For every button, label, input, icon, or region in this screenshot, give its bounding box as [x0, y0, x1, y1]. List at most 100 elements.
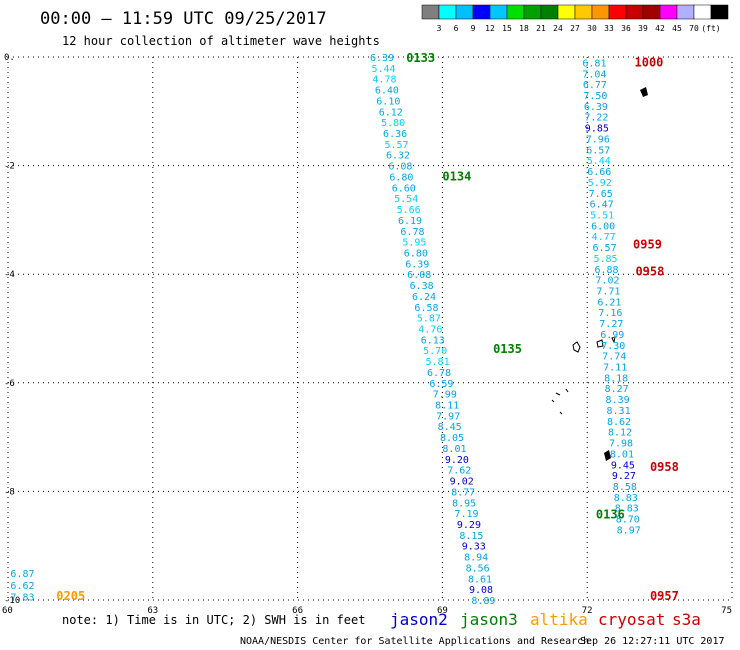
swh-value: 6.00 [591, 221, 615, 232]
swh-value: 5.80 [381, 118, 405, 129]
swh-value: 6.39 [584, 102, 608, 113]
x-tick-label: 75 [721, 606, 732, 616]
swh-value: 8.94 [464, 553, 488, 564]
swh-value: 8.58 [613, 482, 637, 493]
swh-value: 6.58 [414, 303, 438, 314]
swh-value: 7.19 [454, 509, 478, 520]
swh-value: 8.39 [606, 395, 630, 406]
swh-value: 6.40 [375, 86, 399, 97]
swh-value: 6.39 [370, 53, 394, 64]
swh-value: 5.85 [593, 254, 617, 265]
swh-value: 9.33 [462, 542, 486, 553]
swh-value: 5.57 [384, 140, 408, 151]
swh-value: 7.99 [433, 390, 457, 401]
colorbar-swatch [421, 4, 440, 20]
swh-value: 6.78 [427, 368, 451, 379]
swh-value: 5.51 [590, 210, 614, 221]
swh-value: 9.27 [612, 471, 636, 482]
swh-value: 8.83 [615, 504, 639, 515]
swh-value: 8.11 [435, 401, 459, 412]
colorbar-swatch [489, 4, 508, 20]
time-label: 0958 [635, 264, 664, 278]
swh-value: 7.62 [447, 466, 471, 477]
swh-value: 8.05 [440, 433, 464, 444]
swh-value: 5.66 [397, 205, 421, 216]
time-label: 0134 [442, 169, 471, 183]
x-tick-label: 72 [582, 606, 593, 616]
colorbar-label: 18 [519, 24, 529, 33]
swh-value: 6.60 [392, 183, 416, 194]
swh-value: 6.62 [10, 581, 34, 592]
colorbar-label: 3 [437, 24, 442, 33]
colorbar-swatch [659, 4, 678, 20]
swh-value: 5.87 [417, 314, 441, 325]
swh-value: 7.50 [583, 91, 607, 102]
time-label: 0135 [493, 342, 522, 356]
swh-value: 8.27 [605, 384, 629, 395]
swh-value: 9.08 [469, 585, 493, 596]
y-tick-label: -2 [4, 162, 15, 172]
colorbar-swatch [710, 4, 729, 20]
axis-ticks: 60 63 66 69 72 75 0. -2 -4 -6 -8 -10 [2, 53, 732, 616]
time-label: 0957 [650, 589, 679, 603]
x-tick-label: 66 [292, 606, 303, 616]
swh-value: 7.96 [586, 134, 610, 145]
swh-value: 6.80 [404, 248, 428, 259]
swh-value: 6.12 [379, 107, 403, 118]
swh-value: 9.02 [450, 477, 474, 488]
y-tick-label: -6 [4, 379, 15, 389]
swh-value: 6.57 [586, 145, 610, 156]
swh-value: 6.24 [412, 292, 436, 303]
swh-value: 6.77 [583, 80, 607, 91]
swh-value: 8.97 [617, 525, 641, 536]
time-label: 1000 [635, 55, 664, 69]
swh-value: 5.92 [588, 178, 612, 189]
swh-value: 6.99 [600, 330, 624, 341]
colorbar-label: 9 [471, 24, 476, 33]
colorbar-swatch [506, 4, 525, 20]
swh-value: 6.78 [400, 227, 424, 238]
colorbar-swatch [540, 4, 559, 20]
colorbar-label: 15 [502, 24, 512, 33]
chart-subtitle: 12 hour collection of altimeter wave hei… [62, 34, 380, 48]
swh-value: 7.11 [603, 363, 627, 374]
colorbar-swatch [591, 4, 610, 20]
swh-value: 9.85 [585, 124, 609, 135]
swh-value: 6.66 [587, 167, 611, 178]
swh-value: 8.31 [607, 406, 631, 417]
satellite-legend-jason3: jason3 [460, 610, 518, 629]
colorbar-label: 30 [587, 24, 597, 33]
footer-timestamp: Sep 26 12:27:11 UTC 2017 [580, 636, 725, 647]
time-label: 0958 [650, 460, 679, 474]
coastline [551, 87, 648, 461]
swh-value: 6.88 [594, 265, 618, 276]
swh-value: 8.56 [466, 563, 490, 574]
y-tick-label: 0. [4, 53, 15, 63]
satellite-legend-altika: altika [530, 610, 588, 629]
swh-value: 5.70 [423, 346, 447, 357]
time-labels: 0133 0134 0135 0136 1000 0959 0958 0958 0957 0205 [56, 51, 679, 603]
colorbar-label: 12 [485, 24, 495, 33]
colorbar-swatch [523, 4, 542, 20]
swh-value: 7.27 [599, 319, 623, 330]
colorbar-swatch [642, 4, 661, 20]
swh-value: 6.13 [421, 335, 445, 346]
swh-value: 7.74 [602, 352, 626, 363]
swh-value: 9.20 [445, 455, 469, 466]
swh-value: 8.89 [471, 596, 495, 607]
swh-value: 8.12 [608, 428, 632, 439]
time-label: 0959 [633, 237, 662, 251]
colorbar-swatch [625, 4, 644, 20]
note-text: note: 1) Time is in UTC; 2) SWH is in fe… [62, 613, 365, 627]
chart-title: 00:00 – 11:59 UTC 09/25/2017 [40, 9, 327, 29]
swh-value: 6.81 [582, 58, 606, 69]
swh-value: 6.19 [398, 216, 422, 227]
time-label: 0133 [406, 51, 435, 65]
swh-value: 8.95 [452, 498, 476, 509]
swh-value: 6.08 [407, 270, 431, 281]
colorbar-swatch [676, 4, 695, 20]
swh-value: 5.44 [587, 156, 611, 167]
swh-value: 7.04 [582, 69, 606, 80]
swh-value: 6.39 [405, 259, 429, 270]
